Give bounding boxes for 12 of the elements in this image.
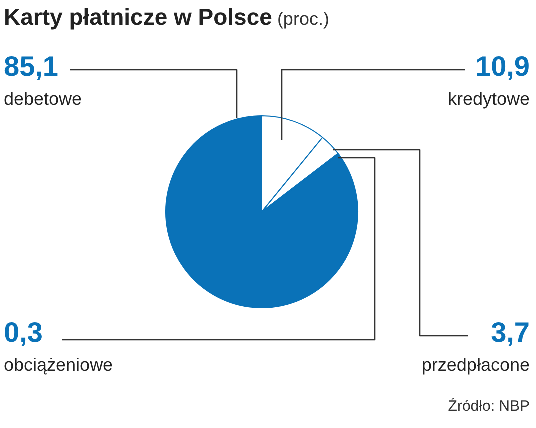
data-label: 3,7 bbox=[490, 317, 530, 348]
text: Źródło: NBP bbox=[448, 398, 530, 415]
chart-title: Karty płatnicze w Polsce bbox=[4, 4, 272, 30]
slice-label: debetowe bbox=[4, 88, 82, 110]
pie-slice bbox=[166, 116, 358, 308]
slice-label: kredytowe bbox=[448, 88, 530, 110]
data-label: 0,3 bbox=[4, 317, 44, 348]
slice-label: przedpłacone bbox=[422, 354, 530, 376]
chart-subtitle: (proc.) bbox=[276, 9, 330, 29]
data-label: 85,1 bbox=[4, 51, 60, 82]
data-label: 10,9 bbox=[474, 51, 530, 82]
slice-label: obciążeniowe bbox=[4, 354, 114, 376]
